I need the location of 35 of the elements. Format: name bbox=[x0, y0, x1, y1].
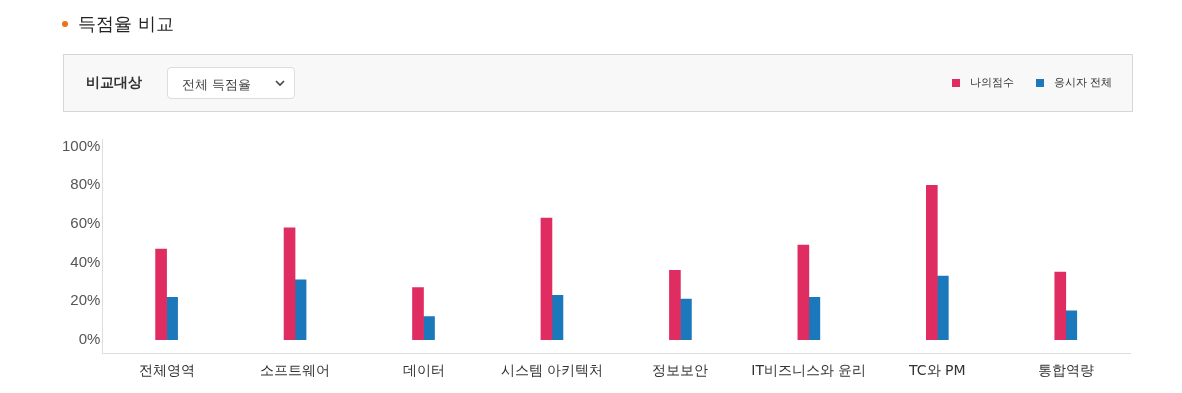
bar bbox=[294, 279, 307, 341]
text: 전체 득점율 bbox=[182, 77, 252, 92]
y-tick-label: 40% bbox=[70, 252, 101, 270]
x-tick-label: 정보보안 bbox=[652, 362, 709, 379]
bar bbox=[797, 244, 810, 341]
bar bbox=[669, 269, 681, 341]
bar bbox=[808, 296, 821, 341]
y-tick-label: 100% bbox=[61, 136, 101, 154]
x-tick-label: 데이터 bbox=[402, 362, 445, 379]
bar bbox=[166, 296, 178, 341]
y-tick-label: 20% bbox=[70, 291, 101, 309]
bar bbox=[412, 287, 424, 341]
bar bbox=[540, 217, 553, 341]
x-tick-label: IT비즈니스와 윤리 bbox=[751, 362, 867, 379]
bar bbox=[936, 275, 949, 341]
text: 비교대상 bbox=[86, 74, 142, 92]
y-tick-label: 0% bbox=[78, 329, 101, 347]
legend-label: 응시자 전체 bbox=[1053, 75, 1112, 90]
x-tick-label: 통합역량 bbox=[1037, 362, 1094, 379]
y-tick-label: 80% bbox=[70, 175, 101, 193]
bar bbox=[1054, 271, 1067, 341]
x-tick-label: 소프트웨어 bbox=[260, 362, 331, 379]
bar bbox=[155, 248, 167, 341]
bar bbox=[423, 316, 435, 341]
bar bbox=[1065, 310, 1078, 341]
x-tick-label: 시스템 아키텍처 bbox=[500, 362, 604, 379]
legend-label: 나의점수 bbox=[969, 75, 1014, 90]
bar bbox=[680, 298, 692, 341]
bar bbox=[551, 294, 564, 341]
bar bbox=[283, 227, 296, 341]
chart-title: 득점율 비교 bbox=[78, 12, 174, 36]
x-tick-label: TC와 PM bbox=[908, 362, 966, 379]
y-tick-label: 60% bbox=[70, 214, 101, 232]
bar bbox=[925, 184, 938, 341]
x-tick-label: 전체영역 bbox=[138, 362, 195, 379]
